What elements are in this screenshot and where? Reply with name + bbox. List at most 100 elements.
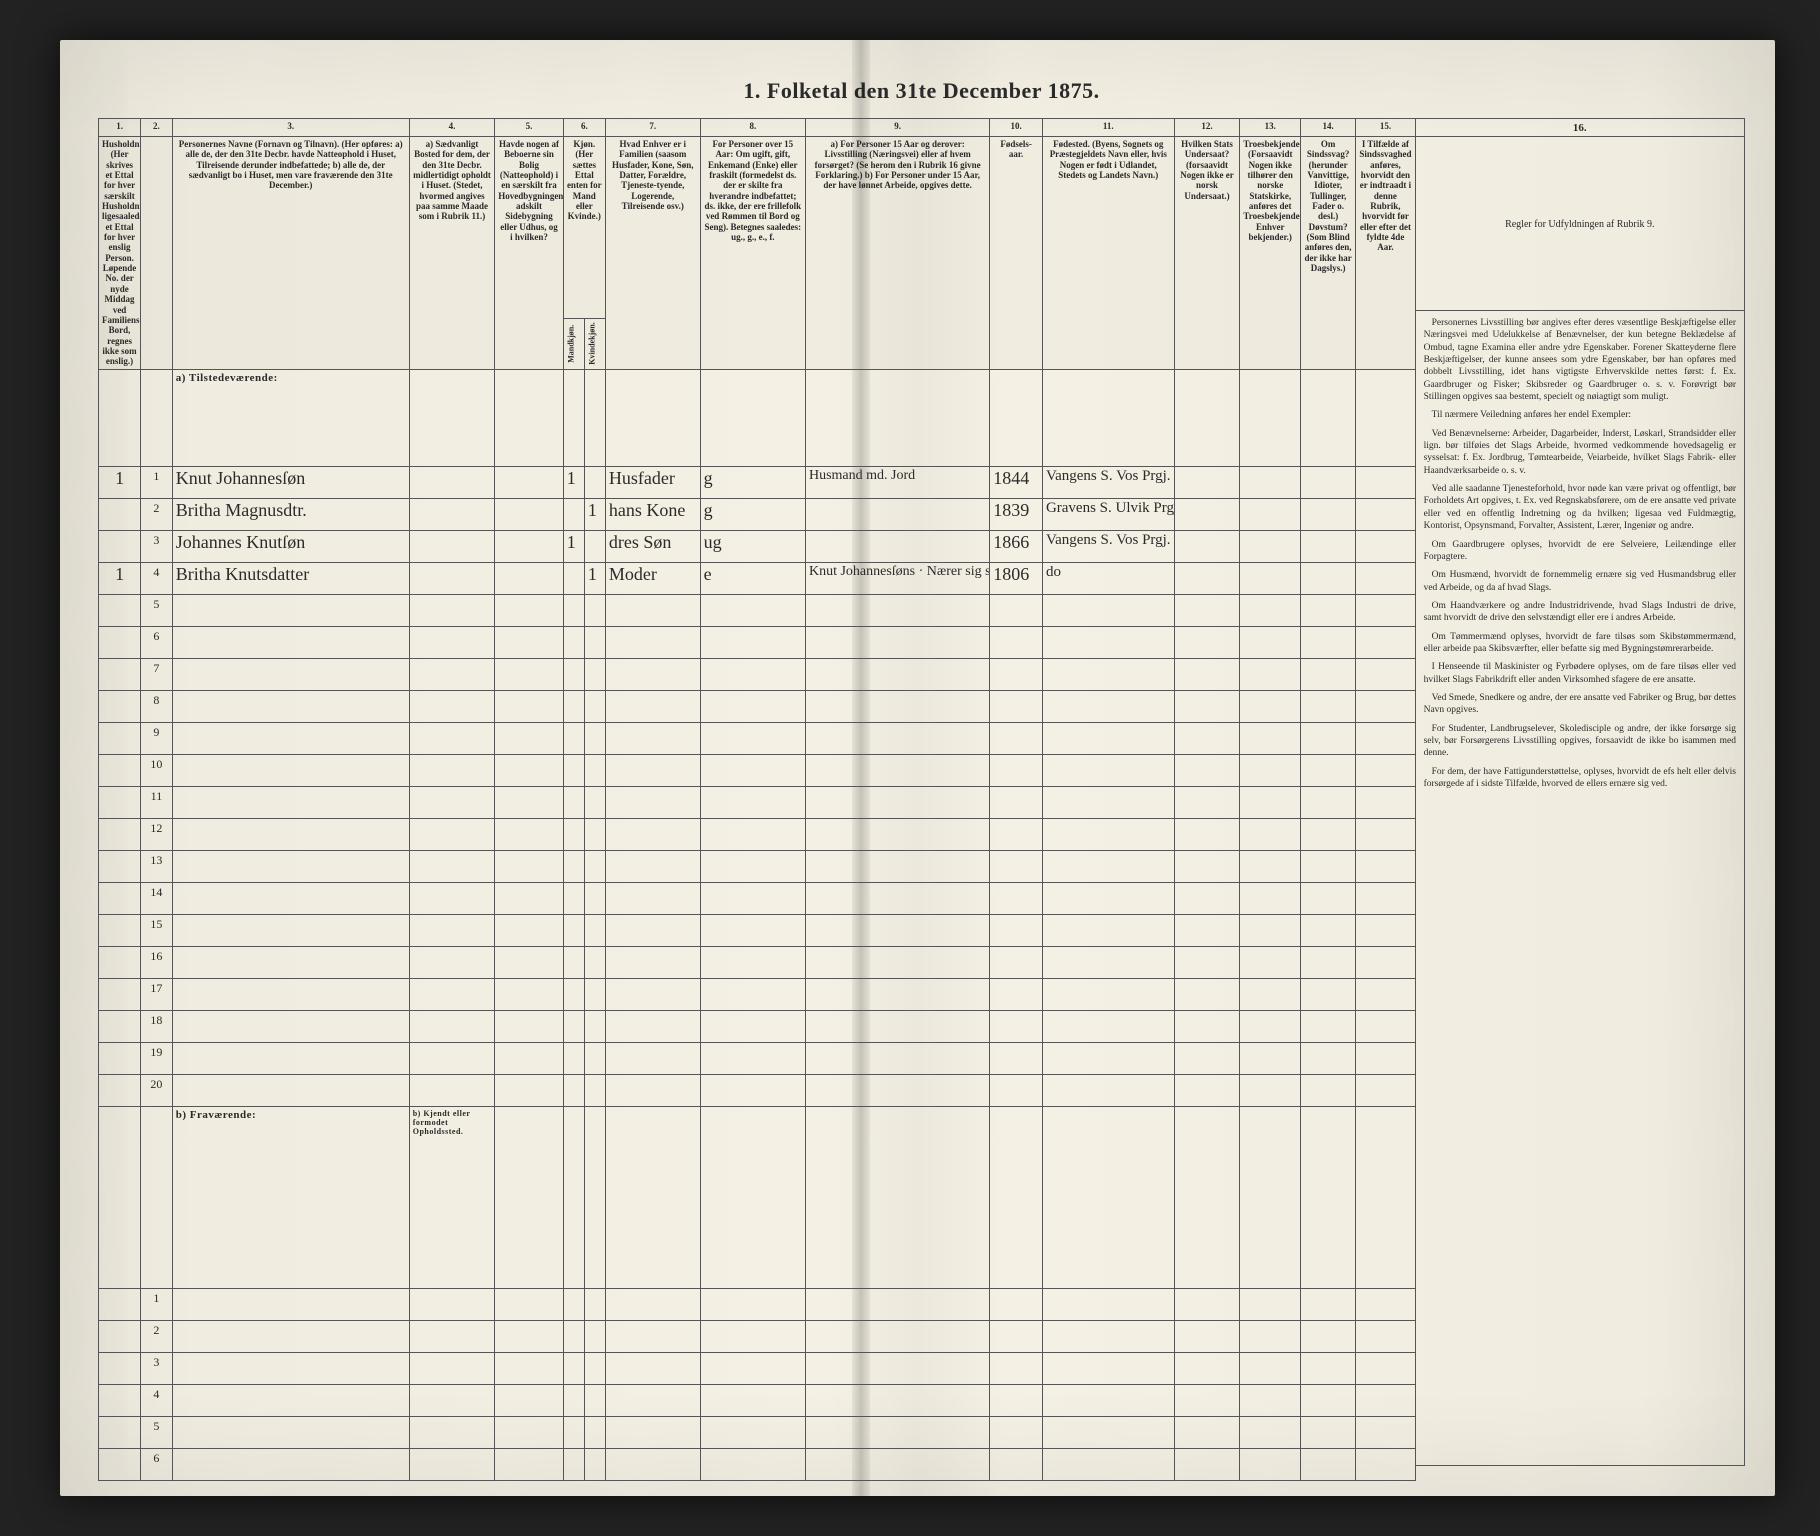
cell-birthplace xyxy=(1042,914,1174,946)
colnum-8: 8. xyxy=(700,119,805,137)
cell-blank-2 xyxy=(495,1385,563,1417)
table-row: 14 xyxy=(99,882,1416,914)
colnum-9: 9. xyxy=(805,119,989,137)
cell-c4 xyxy=(409,466,495,498)
cell-name xyxy=(172,1010,409,1042)
cell-c4 xyxy=(409,850,495,882)
cell-family xyxy=(605,978,700,1010)
cell-blank-7 xyxy=(805,1385,989,1417)
hdr-16: Regler for Udfyldningen af Rubrik 9. xyxy=(1416,141,1744,311)
cell-c6b xyxy=(584,1010,605,1042)
cell-c15 xyxy=(1356,1074,1415,1106)
cell-c14 xyxy=(1300,658,1355,690)
sb-empty-8 xyxy=(1174,1106,1240,1289)
sa-empty-4 xyxy=(605,369,700,466)
cell-year xyxy=(990,690,1043,722)
cell-c12 xyxy=(1174,978,1240,1010)
cell-c13 xyxy=(1240,562,1301,594)
cell-blank-2 xyxy=(495,1449,563,1481)
cell-rownum: 18 xyxy=(141,1010,173,1042)
cell-year xyxy=(990,1042,1043,1074)
cell-birthplace xyxy=(1042,626,1174,658)
cell-name xyxy=(172,1074,409,1106)
cell-c1 xyxy=(99,882,141,914)
sa-empty-5 xyxy=(700,369,805,466)
cell-blank-13 xyxy=(1356,1449,1415,1481)
cell-blank-12 xyxy=(1300,1449,1355,1481)
cell-c4 xyxy=(409,1010,495,1042)
table-row: 18 xyxy=(99,1010,1416,1042)
cell-blank-11 xyxy=(1240,1321,1301,1353)
hdr-6: Kjøn. (Her sættes Ettal enten for Mand e… xyxy=(563,137,605,319)
table-row: 2Britha Magnusdtr.1hans Koneg1839Gravens… xyxy=(99,498,1416,530)
cell-c13 xyxy=(1240,530,1301,562)
cell-c6b xyxy=(584,946,605,978)
instr-p7: Om Haandværkere og andre Industridrivend… xyxy=(1424,600,1736,625)
cell-blank-13 xyxy=(1356,1321,1415,1353)
cell-occ xyxy=(805,786,989,818)
cell-c5 xyxy=(495,658,563,690)
cell-c6a: 1 xyxy=(563,466,584,498)
cell-c6a xyxy=(563,722,584,754)
cell-year xyxy=(990,722,1043,754)
instr-p4: Ved alle saadanne Tjenesteforhold, hvor … xyxy=(1424,483,1736,532)
cell-c4 xyxy=(409,754,495,786)
cell-c1 xyxy=(99,1010,141,1042)
cell-year xyxy=(990,1074,1043,1106)
hdr-10: Fødsels-aar. xyxy=(990,137,1043,370)
sb-empty-4 xyxy=(700,1106,805,1289)
cell-family xyxy=(605,946,700,978)
colnum-14: 14. xyxy=(1300,119,1355,137)
cell-rownum: 11 xyxy=(141,786,173,818)
cell-c12 xyxy=(1174,946,1240,978)
sa-empty-12 xyxy=(1356,369,1415,466)
cell-c14 xyxy=(1300,882,1355,914)
colnum-15: 15. xyxy=(1356,119,1415,137)
cell-c13 xyxy=(1240,498,1301,530)
cell-name xyxy=(172,626,409,658)
cell-c5 xyxy=(495,626,563,658)
colnum-11: 11. xyxy=(1042,119,1174,137)
colnum-7: 7. xyxy=(605,119,700,137)
cell-c4 xyxy=(409,626,495,658)
cell-name xyxy=(172,658,409,690)
sb-empty-0 xyxy=(495,1106,563,1289)
instr-p11: For Studenter, Landbrugselever, Skoledis… xyxy=(1424,723,1736,760)
cell-c1 xyxy=(99,978,141,1010)
cell-c13 xyxy=(1240,914,1301,946)
sb-empty-11 xyxy=(1356,1106,1415,1289)
cell-family: Husfader xyxy=(605,466,700,498)
cell-blank-3 xyxy=(563,1321,584,1353)
cell-c13 xyxy=(1240,978,1301,1010)
cell-occ xyxy=(805,658,989,690)
cell-blank-10 xyxy=(1174,1289,1240,1321)
cell-c6b xyxy=(584,754,605,786)
cell-c15 xyxy=(1356,882,1415,914)
cell-c4 xyxy=(409,690,495,722)
cell-occ xyxy=(805,722,989,754)
instr-p9: I Henseende til Maskinister og Fyrbødere… xyxy=(1424,661,1736,686)
cell-blank-5 xyxy=(605,1417,700,1449)
cell-occ xyxy=(805,914,989,946)
cell-name: Johannes Knutſøn xyxy=(172,530,409,562)
cell-birthplace xyxy=(1042,658,1174,690)
cell-c12 xyxy=(1174,1042,1240,1074)
cell-blank-3 xyxy=(563,1289,584,1321)
cell-year xyxy=(990,914,1043,946)
cell-blank-9 xyxy=(1042,1321,1174,1353)
cell-c4 xyxy=(409,946,495,978)
cell-year: 1806 xyxy=(990,562,1043,594)
cell-rownum: 14 xyxy=(141,882,173,914)
cell-c12 xyxy=(1174,882,1240,914)
cell-civil xyxy=(700,658,805,690)
cell-civil: ug xyxy=(700,530,805,562)
cell-c1 xyxy=(99,1321,141,1353)
cell-c5 xyxy=(495,850,563,882)
cell-civil: g xyxy=(700,466,805,498)
cell-c4 xyxy=(409,1074,495,1106)
cell-c6b xyxy=(584,786,605,818)
colnum-4: 4. xyxy=(409,119,495,137)
cell-c6b xyxy=(584,594,605,626)
cell-blank-2 xyxy=(495,1417,563,1449)
cell-c6a xyxy=(563,594,584,626)
